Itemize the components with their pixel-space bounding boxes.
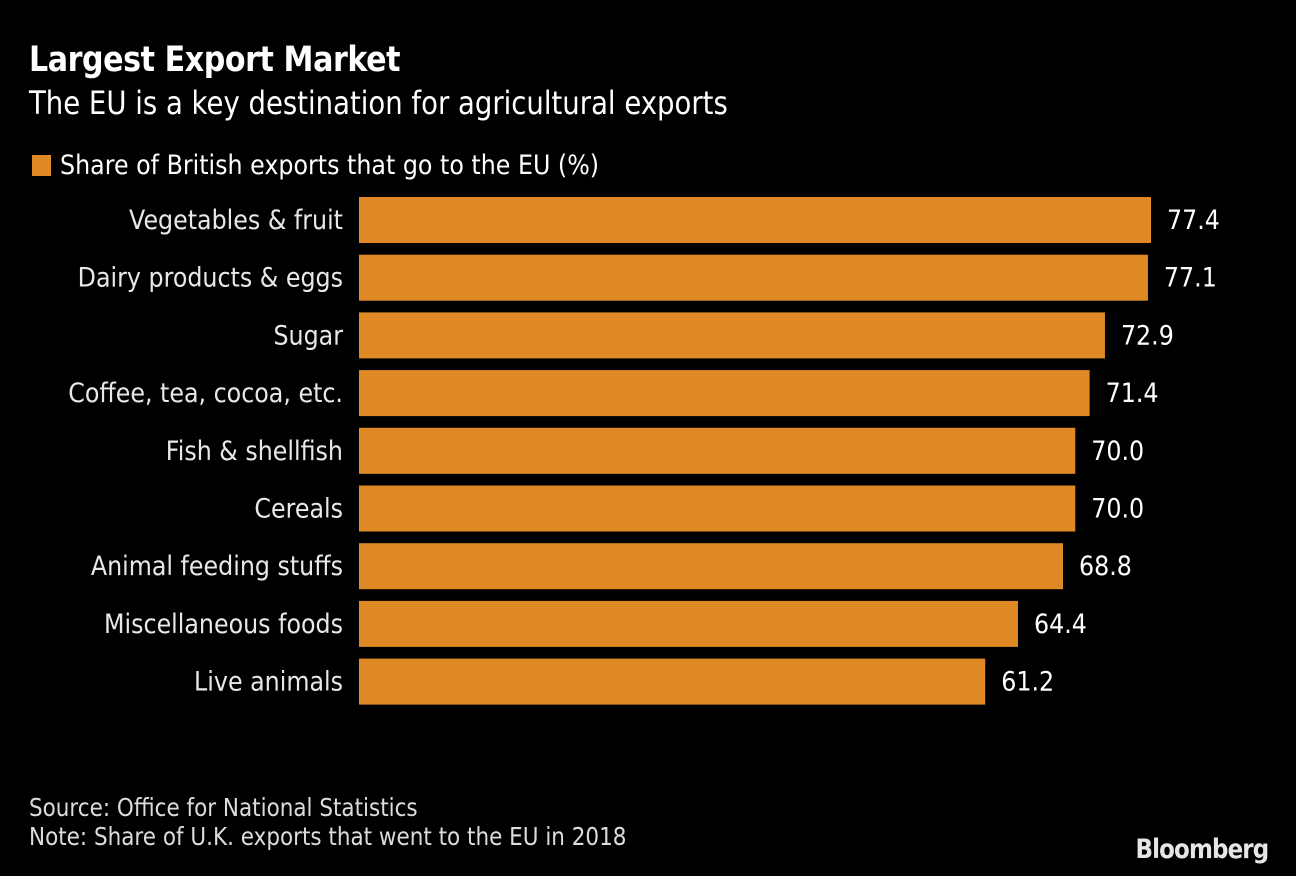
- bar-2: [359, 312, 1105, 359]
- bar-8: [359, 658, 986, 705]
- value-label: 77.1: [1164, 261, 1217, 293]
- category-label: Animal feeding stuffs: [91, 550, 343, 582]
- bar-0: [359, 197, 1151, 243]
- footnote: Note: Share of U.K. exports that went to…: [29, 822, 627, 851]
- category-label: Cereals: [254, 492, 343, 524]
- category-label: Dairy products & eggs: [78, 261, 343, 293]
- category-label: Fish & shellfish: [166, 434, 343, 466]
- value-label: 64.4: [1034, 607, 1087, 639]
- bar-1: [359, 254, 1148, 301]
- legend-label: Share of British exports that go to the …: [60, 150, 600, 181]
- legend-swatch: [32, 155, 51, 176]
- value-label: 71.4: [1106, 377, 1159, 409]
- category-label: Coffee, tea, cocoa, etc.: [68, 377, 343, 409]
- bloomberg-logo: Bloomberg: [1135, 834, 1269, 865]
- category-label: Miscellaneous foods: [104, 607, 343, 639]
- bar-5: [359, 485, 1076, 532]
- category-label: Vegetables & fruit: [129, 204, 343, 236]
- value-label: 72.9: [1121, 319, 1174, 351]
- legend: Share of British exports that go to the …: [32, 150, 673, 181]
- value-label: 68.8: [1079, 550, 1132, 582]
- bar-3: [359, 370, 1090, 417]
- source-note: Source: Office for National Statistics: [29, 793, 418, 822]
- value-label: 70.0: [1091, 492, 1144, 524]
- category-label: Sugar: [273, 319, 343, 351]
- chart-subtitle: The EU is a key destination for agricult…: [29, 84, 728, 122]
- category-label: Live animals: [194, 665, 343, 697]
- value-label: 77.4: [1167, 204, 1220, 236]
- value-label: 61.2: [1001, 665, 1054, 697]
- bar-7: [359, 600, 1018, 647]
- bar-6: [359, 543, 1063, 590]
- chart-title: Largest Export Market: [29, 40, 401, 80]
- bar-4: [359, 427, 1076, 474]
- value-label: 70.0: [1091, 434, 1144, 466]
